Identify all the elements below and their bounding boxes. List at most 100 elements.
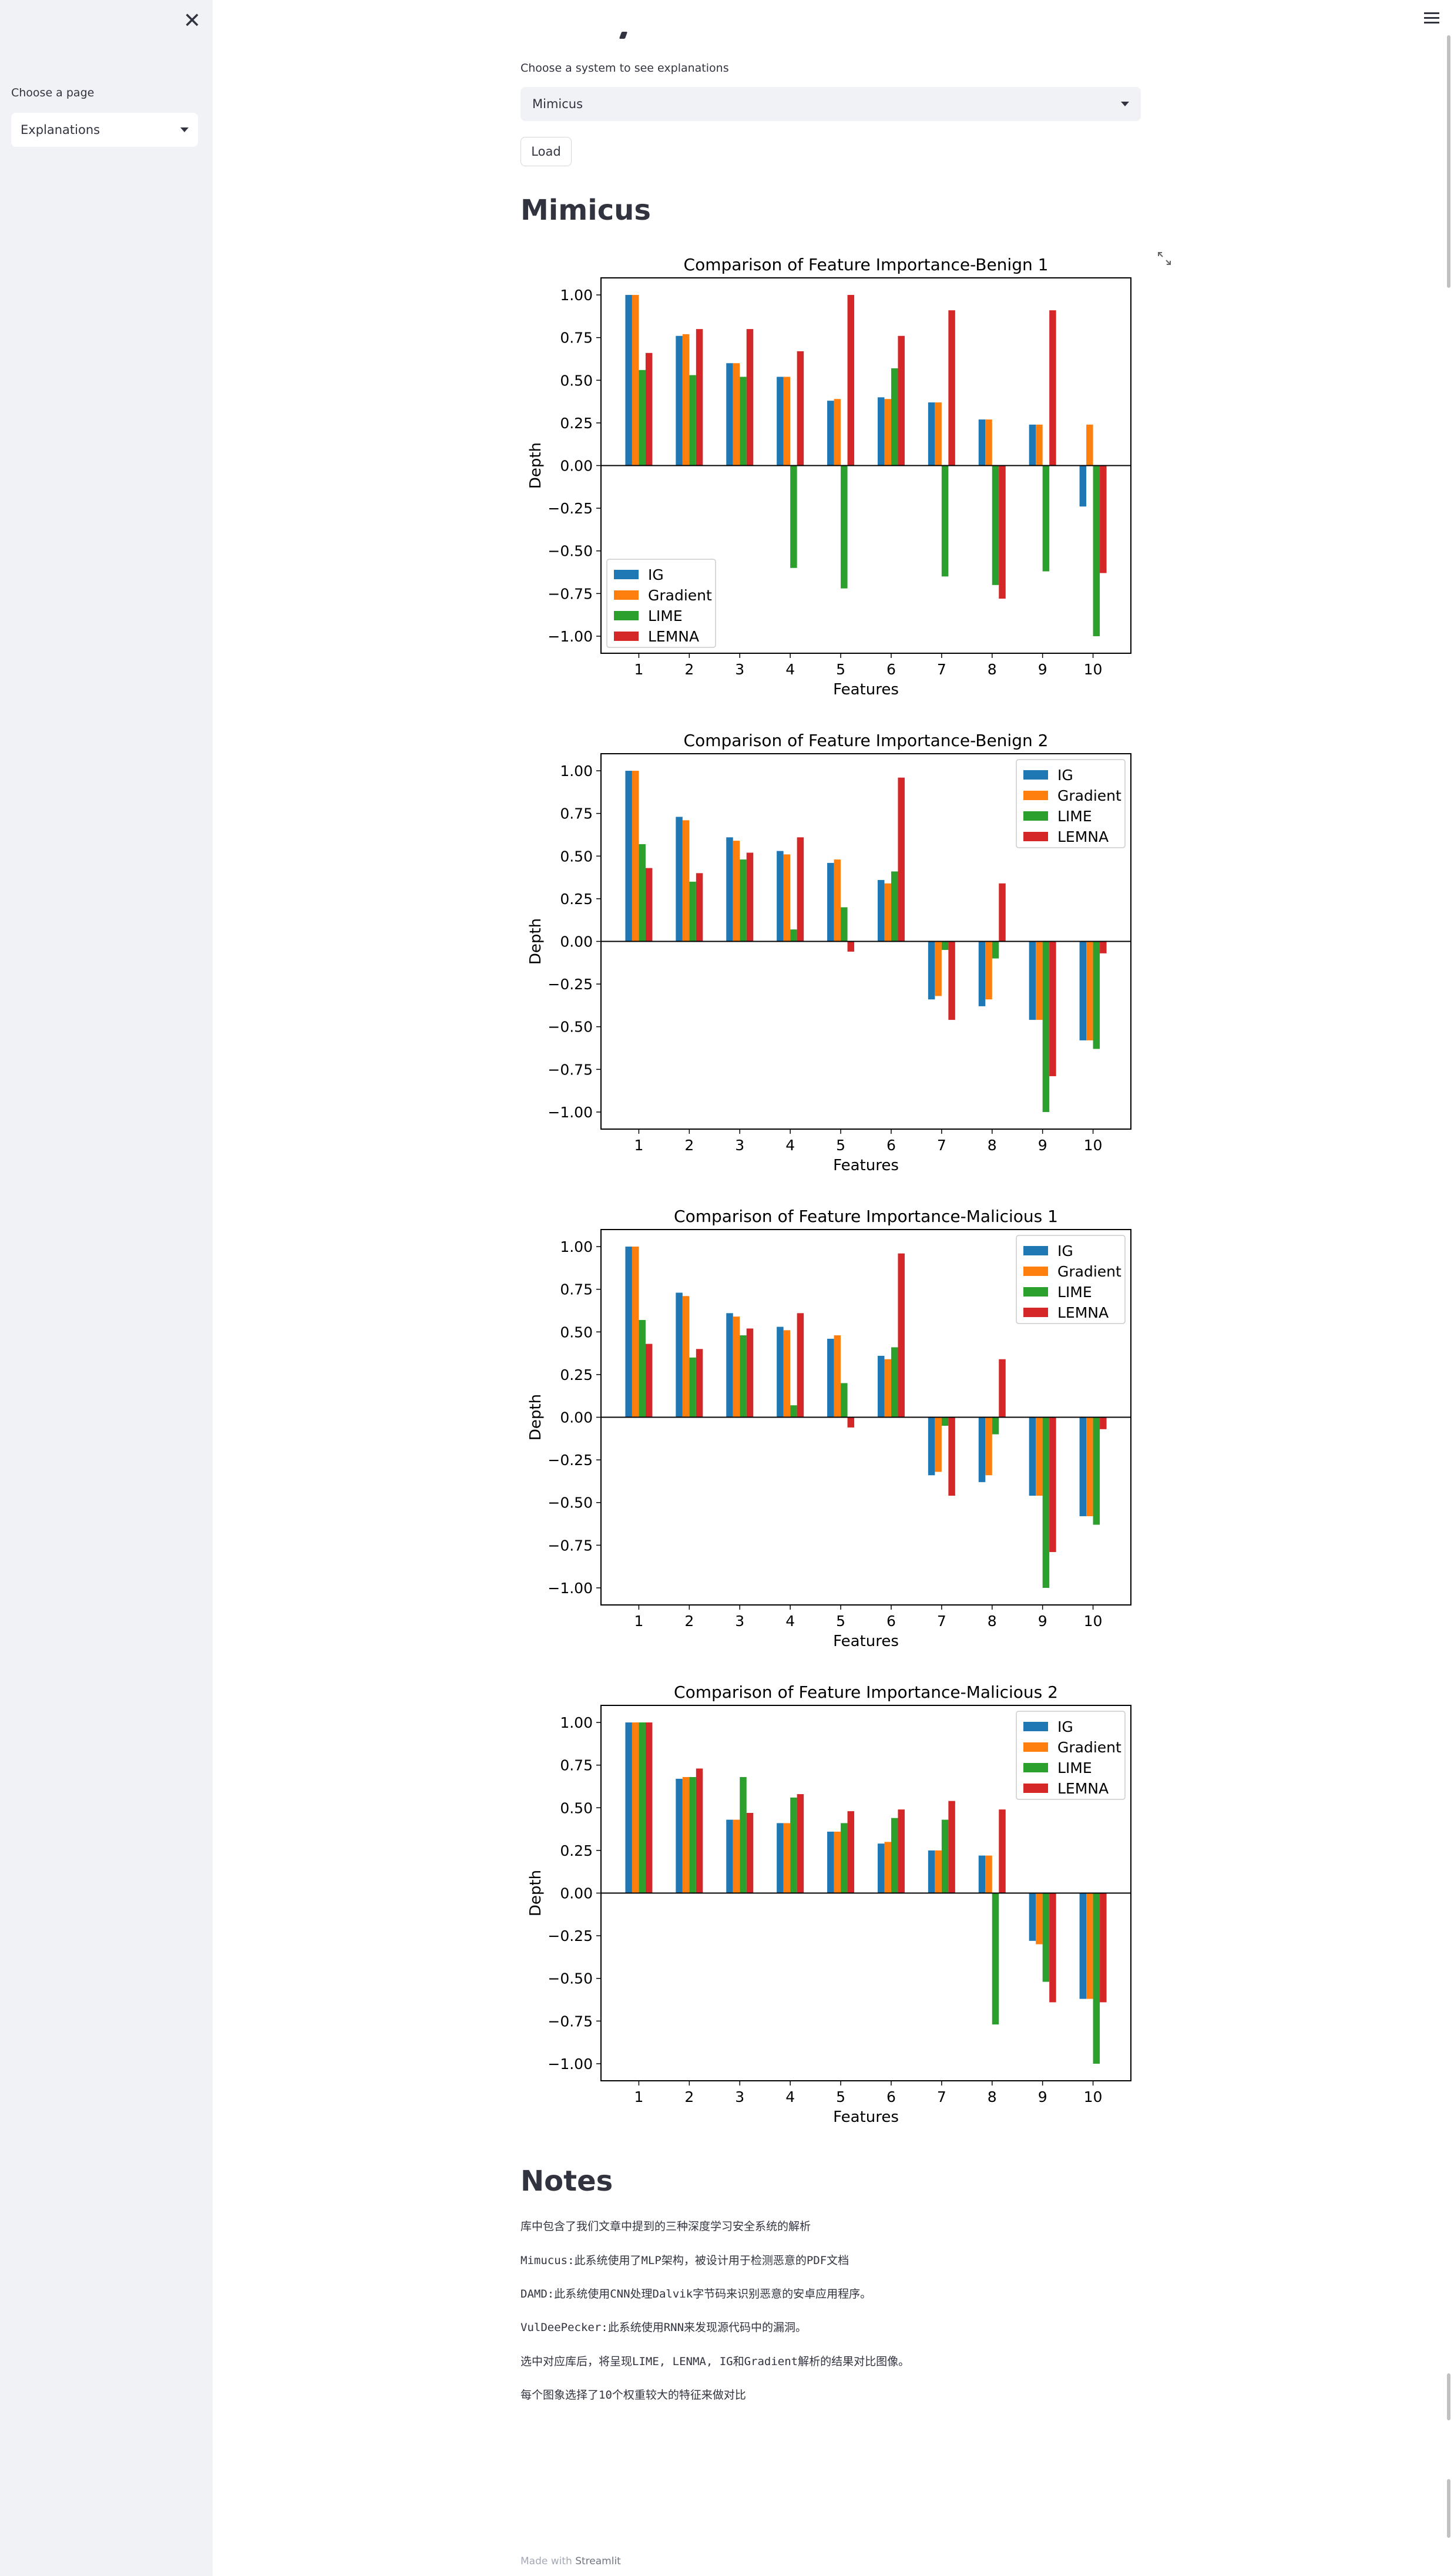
feature-importance-chart-malicious-1: Comparison of Feature Importance-Malicio… bbox=[527, 1207, 1131, 1650]
bar-lime-feature-2 bbox=[689, 1357, 696, 1418]
y-tick-label: 0.50 bbox=[560, 372, 593, 389]
legend-swatch-ig bbox=[614, 570, 639, 579]
bar-lime-feature-9 bbox=[1042, 1417, 1050, 1588]
bar-lime-feature-5 bbox=[841, 465, 848, 589]
legend-label-ig: IG bbox=[648, 566, 664, 583]
bar-lime-feature-6 bbox=[891, 1818, 898, 1893]
x-tick-label: 5 bbox=[836, 2088, 845, 2105]
hamburger-menu-icon[interactable] bbox=[1422, 9, 1442, 29]
page-select[interactable]: Explanations bbox=[11, 113, 198, 147]
scrollbar[interactable] bbox=[1447, 35, 1450, 288]
legend-swatch-gradient bbox=[1023, 1742, 1048, 1752]
y-tick-label: 1.00 bbox=[560, 287, 593, 304]
bar-ig-feature-1 bbox=[625, 1247, 632, 1418]
bar-gradient-feature-2 bbox=[682, 334, 690, 466]
chevron-down-icon bbox=[1121, 102, 1129, 106]
x-tick-label: 2 bbox=[684, 661, 694, 678]
bar-gradient-feature-3 bbox=[733, 363, 740, 466]
bar-gradient-feature-7 bbox=[935, 402, 942, 466]
x-tick-label: 2 bbox=[684, 2088, 694, 2105]
bar-lemna-feature-4 bbox=[797, 837, 804, 942]
x-tick-label: 8 bbox=[988, 1137, 997, 1154]
chevron-down-icon bbox=[180, 127, 189, 132]
bar-gradient-feature-7 bbox=[935, 1850, 942, 1893]
x-tick-label: 3 bbox=[735, 1613, 744, 1630]
load-button[interactable]: Load bbox=[521, 137, 572, 166]
y-tick-label: 0.75 bbox=[560, 805, 593, 822]
y-tick-label: −1.00 bbox=[548, 2056, 593, 2073]
bar-ig-feature-1 bbox=[625, 295, 632, 466]
bar-lemna-feature-10 bbox=[1100, 465, 1107, 573]
x-tick-label: 3 bbox=[735, 661, 744, 678]
y-tick-label: 0.50 bbox=[560, 1324, 593, 1341]
chart-title: Comparison of Feature Importance-Malicio… bbox=[674, 1682, 1058, 1702]
bar-lemna-feature-7 bbox=[948, 941, 955, 1020]
bar-lime-feature-10 bbox=[1093, 1893, 1100, 2064]
x-tick-label: 8 bbox=[988, 661, 997, 678]
y-tick-label: −0.75 bbox=[548, 1537, 593, 1554]
legend-swatch-lemna bbox=[1023, 1784, 1048, 1793]
bar-gradient-feature-6 bbox=[884, 1359, 891, 1418]
bar-ig-feature-2 bbox=[676, 1292, 683, 1418]
bar-ig-feature-4 bbox=[777, 1823, 784, 1893]
legend-label-gradient: Gradient bbox=[1057, 1739, 1121, 1756]
x-tick-label: 3 bbox=[735, 1137, 744, 1154]
x-tick-label: 3 bbox=[735, 2088, 744, 2105]
legend-swatch-gradient bbox=[614, 590, 639, 600]
bar-lime-feature-3 bbox=[740, 1335, 747, 1418]
page-select-value: Explanations bbox=[21, 123, 100, 137]
x-tick-label: 7 bbox=[937, 1613, 946, 1630]
bar-ig-feature-1 bbox=[625, 771, 632, 942]
bar-lemna-feature-3 bbox=[746, 1328, 754, 1418]
y-tick-label: 0.00 bbox=[560, 458, 593, 475]
bar-lemna-feature-6 bbox=[898, 335, 905, 466]
legend-label-ig: IG bbox=[1057, 767, 1073, 784]
bar-lime-feature-3 bbox=[740, 1776, 747, 1893]
bar-lemna-feature-4 bbox=[797, 1794, 804, 1893]
bar-ig-feature-2 bbox=[676, 335, 683, 466]
bar-gradient-feature-9 bbox=[1036, 941, 1043, 1020]
bar-lemna-feature-10 bbox=[1100, 1893, 1107, 2003]
bar-gradient-feature-10 bbox=[1086, 1893, 1093, 1999]
legend-label-ig: IG bbox=[1057, 1242, 1073, 1260]
bar-gradient-feature-5 bbox=[834, 1831, 841, 1893]
streamlit-link[interactable]: Streamlit bbox=[575, 2555, 621, 2567]
legend bbox=[1016, 1711, 1126, 1800]
y-axis-label: Depth bbox=[527, 918, 545, 965]
y-tick-label: −0.75 bbox=[548, 585, 593, 602]
bar-lemna-feature-6 bbox=[898, 777, 905, 942]
note-line: DAMD:此系统使用CNN处理Dalvik字节码来识别恶意的安卓应用程序。 bbox=[521, 2288, 872, 2300]
bar-lime-feature-7 bbox=[941, 465, 949, 577]
bar-lime-feature-4 bbox=[790, 929, 797, 942]
bar-lime-feature-2 bbox=[689, 375, 696, 466]
note-line: 每个图象选择了10个权重较大的特征来做对比 bbox=[521, 2389, 746, 2402]
bar-lime-feature-8 bbox=[992, 1417, 999, 1435]
footer: Made with Streamlit bbox=[521, 2555, 621, 2567]
y-tick-label: −0.25 bbox=[548, 976, 593, 993]
legend-label-lime: LIME bbox=[1057, 808, 1092, 825]
legend bbox=[1016, 1235, 1126, 1324]
bar-gradient-feature-4 bbox=[783, 854, 791, 942]
legend-label-lime: LIME bbox=[1057, 1284, 1092, 1301]
y-tick-label: 0.25 bbox=[560, 891, 593, 908]
y-tick-label: 0.25 bbox=[560, 1842, 593, 1859]
fullscreen-expand-icon[interactable] bbox=[1157, 251, 1171, 266]
bar-lemna-feature-5 bbox=[847, 1811, 855, 1893]
y-tick-label: 0.25 bbox=[560, 415, 593, 432]
bar-lemna-feature-6 bbox=[898, 1253, 905, 1418]
bar-gradient-feature-3 bbox=[733, 841, 740, 942]
x-tick-label: 2 bbox=[684, 1137, 694, 1154]
x-tick-label: 5 bbox=[836, 1613, 845, 1630]
bar-lime-feature-1 bbox=[639, 1319, 646, 1418]
y-tick-label: −1.00 bbox=[548, 628, 593, 645]
system-select[interactable]: Mimicus bbox=[521, 87, 1141, 121]
x-tick-label: 10 bbox=[1084, 2088, 1103, 2105]
bar-ig-feature-9 bbox=[1029, 1893, 1036, 1941]
system-select-label: Choose a system to see explanations bbox=[521, 62, 729, 75]
legend-label-lime: LIME bbox=[648, 607, 683, 624]
x-tick-label: 6 bbox=[886, 1137, 896, 1154]
x-tick-label: 1 bbox=[634, 661, 643, 678]
legend-swatch-lime bbox=[1023, 1763, 1048, 1772]
close-icon[interactable]: ✕ bbox=[183, 9, 202, 33]
bar-lemna-feature-7 bbox=[948, 1801, 955, 1893]
